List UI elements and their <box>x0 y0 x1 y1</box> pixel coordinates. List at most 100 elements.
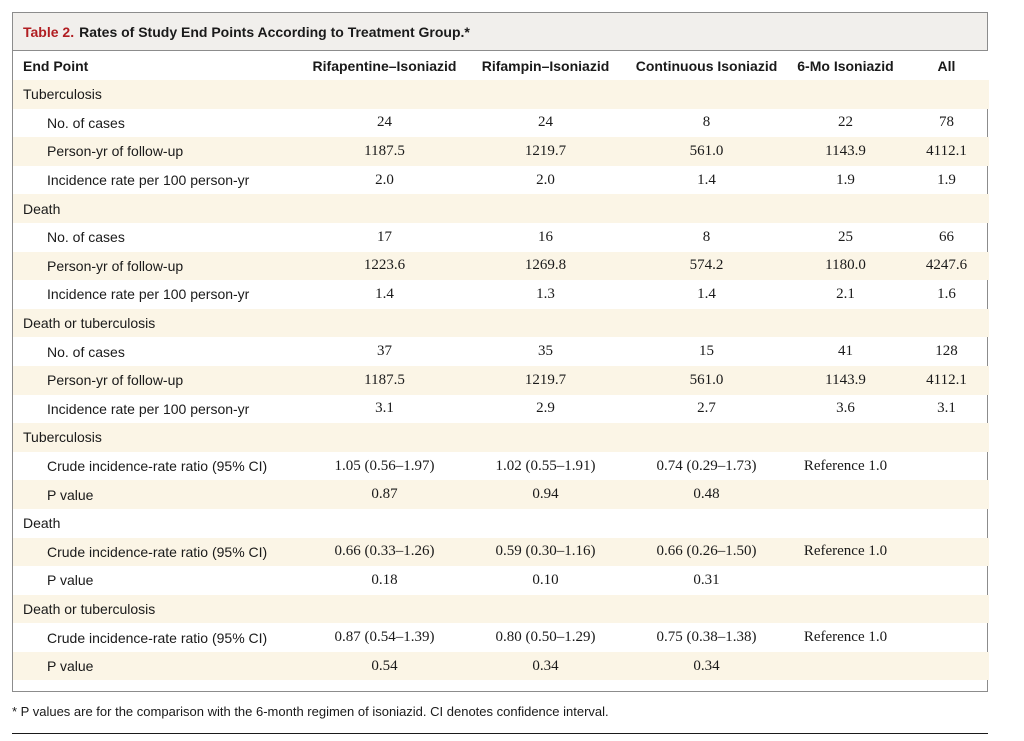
table-cell: 22 <box>838 114 853 131</box>
table-cell <box>304 509 465 538</box>
section-row: Tuberculosis <box>13 80 989 109</box>
table-cell: 24 <box>538 114 553 131</box>
table-cell: 4247.6 <box>904 251 989 281</box>
table-cell <box>904 566 989 595</box>
table-row: Incidence rate per 100 person-yr 1.4 1.3 1.… <box>13 280 989 309</box>
section-label: Death <box>23 515 61 532</box>
table-row: Incidence rate per 100 person-yr 2.0 2.0 1.… <box>13 166 989 195</box>
table-cell: 2.0 <box>536 171 555 188</box>
table-cell: 4112.1 <box>904 365 989 395</box>
table-cell <box>626 509 787 538</box>
table-cell <box>904 480 989 509</box>
table-cell: 561.0 <box>626 365 787 395</box>
table-cell <box>304 423 465 452</box>
section-row: Death or tuberculosis <box>13 308 989 338</box>
header-row: End Point Rifapentine–Isoniazid Rifampin… <box>13 51 989 80</box>
table-title-text: Rates of Study End Points According to T… <box>79 23 470 40</box>
table-cell <box>626 80 787 109</box>
row-label: P value <box>13 651 304 681</box>
table-cell <box>626 423 787 452</box>
table-cell <box>904 651 989 681</box>
table-row: Crude incidence-rate ratio (95% CI) 1.05 … <box>13 452 989 481</box>
table-cell <box>465 423 626 452</box>
table-cell <box>787 594 904 624</box>
table-cell: 1219.7 <box>465 365 626 395</box>
row-label: Incidence rate per 100 person-yr <box>47 286 250 303</box>
table-cell: 66 <box>939 228 954 245</box>
table-cell <box>304 308 465 338</box>
table-cell: 4112.1 <box>904 137 989 166</box>
table-cell: 3.1 <box>937 400 956 417</box>
table-cell <box>787 509 904 538</box>
table-cell: 574.2 <box>626 251 787 281</box>
table-cell: 1143.9 <box>787 137 904 166</box>
table-cell <box>465 594 626 624</box>
row-label: Crude incidence-rate ratio (95% CI) <box>47 629 268 646</box>
table-row: Person-yr of follow-up 1187.5 1219.7 561.0 1… <box>13 365 989 395</box>
table-row: P value 0.18 0.10 0.31 <box>13 566 989 595</box>
section-row: Death <box>13 194 989 223</box>
table-cell: 37 <box>377 343 392 360</box>
row-label: Person-yr of follow-up <box>13 137 304 166</box>
table-cell: 0.54 <box>304 651 465 681</box>
table-cell <box>626 194 787 223</box>
table-cell <box>465 80 626 109</box>
table-cell: 0.59 (0.30–1.16) <box>465 537 626 567</box>
table-cell: 0.80 (0.50–1.29) <box>495 629 596 646</box>
table-cell: 0.87 <box>304 480 465 509</box>
table-frame: Table 2. Rates of Study End Points Accor… <box>12 12 989 692</box>
section-label: Death <box>13 194 304 223</box>
table-row: No. of cases 37 35 15 41 128 <box>13 337 989 366</box>
table-cell <box>904 509 989 538</box>
section-row: Death or tuberculosis <box>13 594 989 624</box>
table-cell <box>787 566 904 595</box>
table-cell: 1187.5 <box>304 137 465 166</box>
table-cell <box>787 423 904 452</box>
table-cell: 0.34 <box>626 651 787 681</box>
table-cell: 128 <box>935 343 958 360</box>
table-cell <box>904 537 989 567</box>
row-label: Incidence rate per 100 person-yr <box>47 172 250 189</box>
table-cell: 0.18 <box>371 571 398 588</box>
table-cell: 16 <box>538 228 553 245</box>
table-cell: 2.7 <box>697 400 716 417</box>
table-cell: 1.9 <box>836 171 855 188</box>
table-cell: 3.6 <box>836 400 855 417</box>
column-header-6mo-isoniazid: 6-Mo Isoniazid <box>787 51 904 80</box>
table-cell <box>304 80 465 109</box>
section-row: Tuberculosis <box>13 423 989 452</box>
table-cell: 25 <box>838 228 853 245</box>
table-cell <box>904 452 989 481</box>
table-cell: 0.74 (0.29–1.73) <box>656 457 757 474</box>
table-cell: 1.6 <box>937 285 956 302</box>
table-row: Crude incidence-rate ratio (95% CI) 0.66 … <box>13 537 989 567</box>
table-cell <box>626 308 787 338</box>
table-row: P value 0.87 0.94 0.48 <box>13 480 989 509</box>
column-header-all: All <box>904 51 989 80</box>
table-row: Person-yr of follow-up 1187.5 1219.7 561.0 1… <box>13 137 989 166</box>
row-label: No. of cases <box>47 229 125 246</box>
table-cell <box>465 509 626 538</box>
table-cell <box>904 423 989 452</box>
table-cell: 3.1 <box>375 400 394 417</box>
table-footnote: * P values are for the comparison with t… <box>12 704 609 719</box>
table-cell <box>904 194 989 223</box>
section-label: Tuberculosis <box>13 423 304 452</box>
table-cell: 35 <box>538 343 553 360</box>
row-label: Person-yr of follow-up <box>13 365 304 395</box>
table-cell: Reference 1.0 <box>803 457 888 474</box>
table-cell <box>904 623 989 652</box>
row-label: Incidence rate per 100 person-yr <box>47 400 250 417</box>
row-label: Person-yr of follow-up <box>13 251 304 281</box>
table-cell <box>787 194 904 223</box>
table-cell <box>626 594 787 624</box>
column-header-rifapentine-isoniazid: Rifapentine–Isoniazid <box>304 51 465 80</box>
table-cell: 1143.9 <box>787 365 904 395</box>
table-cell <box>787 651 904 681</box>
section-label: Death or tuberculosis <box>13 308 304 338</box>
section-row: Death <box>13 509 989 538</box>
row-label: P value <box>13 480 304 509</box>
table-cell: 8 <box>702 228 711 245</box>
table-cell: 561.0 <box>626 137 787 166</box>
table-cell: 1180.0 <box>787 251 904 281</box>
